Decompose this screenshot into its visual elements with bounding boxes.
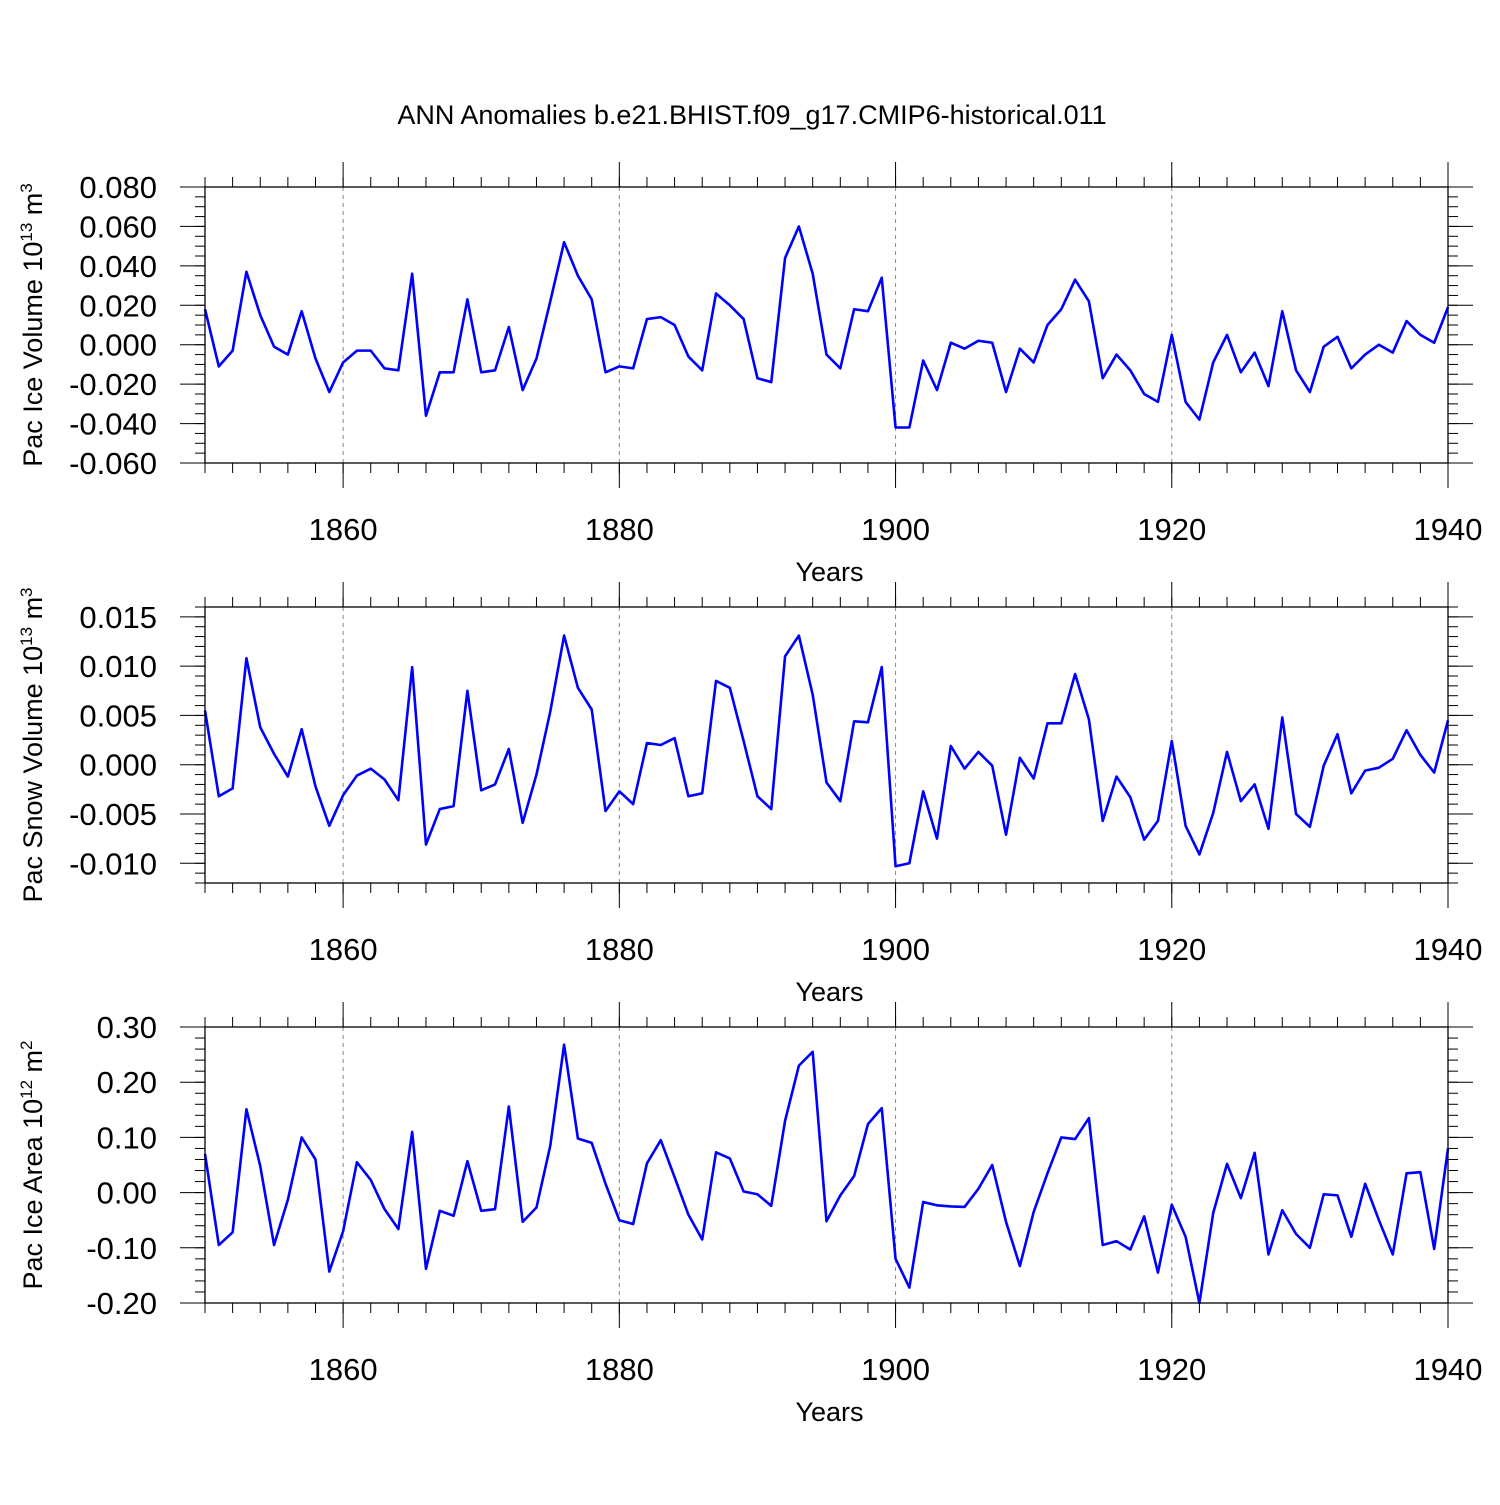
x-tick-label: 1920 xyxy=(1137,1352,1206,1387)
y-tick-label: 0.015 xyxy=(79,600,157,635)
y-tick-label: -0.010 xyxy=(69,846,157,881)
x-tick-label: 1860 xyxy=(309,512,378,547)
y-tick-label: -0.040 xyxy=(69,407,157,442)
x-axis-label: Years xyxy=(795,557,863,587)
y-tick-label: -0.060 xyxy=(69,446,157,481)
y-tick-label: 0.000 xyxy=(79,748,157,783)
x-tick-label: 1940 xyxy=(1414,512,1483,547)
y-axis-label-unit-exponent: 3 xyxy=(17,587,36,596)
x-tick-label: 1900 xyxy=(861,932,930,967)
plot-frame xyxy=(204,606,1449,884)
x-axis-label: Years xyxy=(795,1397,863,1427)
plot-frame xyxy=(204,186,1449,464)
y-axis-label-unit-exponent: 3 xyxy=(17,183,36,192)
y-tick-label: 0.20 xyxy=(97,1065,157,1100)
y-axis-label-exponent: 13 xyxy=(17,223,36,242)
x-tick-label: 1880 xyxy=(585,512,654,547)
series-line xyxy=(203,225,1450,429)
y-tick-label: 0.000 xyxy=(79,328,157,363)
x-tick-label: 1920 xyxy=(1137,512,1206,547)
y-tick-label: 0.00 xyxy=(97,1176,157,1211)
y-axis-label-exponent: 12 xyxy=(17,1080,36,1099)
y-tick-label: 0.30 xyxy=(97,1010,157,1045)
y-axis-label: Pac Ice Volume 1013 m3 xyxy=(17,183,48,467)
y-axis-label-text: Pac Ice Area 10 xyxy=(18,1099,48,1290)
panel-3: -0.20 -0.10 0.00 0.10 0.20 0.30 1860 1880 1900 19… xyxy=(17,1002,1482,1427)
panel-2: -0.010 -0.005 0.000 0.005 0.010 0.015 1860 1880… xyxy=(17,582,1482,1007)
y-tick-label: 0.040 xyxy=(79,249,157,284)
y-axis-label: Pac Ice Area 1012 m2 xyxy=(17,1040,48,1289)
x-tick-label: 1940 xyxy=(1414,1352,1483,1387)
y-tick-label: 0.080 xyxy=(79,170,157,205)
y-tick-label: 0.060 xyxy=(79,209,157,244)
x-tick-label: 1880 xyxy=(585,932,654,967)
y-tick-label: -0.20 xyxy=(86,1286,157,1321)
x-tick-label: 1920 xyxy=(1137,932,1206,967)
y-axis-label-text: Pac Snow Volume 10 xyxy=(18,646,48,903)
x-tick-label: 1900 xyxy=(861,512,930,547)
x-axis-label: Years xyxy=(795,977,863,1007)
y-axis-label-unit: m xyxy=(18,193,48,223)
y-axis-label-exponent: 13 xyxy=(17,627,36,646)
y-tick-label: 0.10 xyxy=(97,1120,157,1155)
x-tick-label: 1860 xyxy=(309,932,378,967)
x-tick-label: 1860 xyxy=(309,1352,378,1387)
series-line xyxy=(203,1043,1450,1305)
y-axis-label-unit-exponent: 2 xyxy=(17,1040,36,1049)
x-tick-label: 1900 xyxy=(861,1352,930,1387)
y-axis-label: Pac Snow Volume 1013 m3 xyxy=(17,587,48,902)
plot-frame xyxy=(204,1026,1449,1304)
y-tick-label: 0.010 xyxy=(79,649,157,684)
y-tick-label: -0.020 xyxy=(69,367,157,402)
x-tick-label: 1940 xyxy=(1414,932,1483,967)
y-tick-label: 0.020 xyxy=(79,288,157,323)
x-tick-label: 1880 xyxy=(585,1352,654,1387)
y-tick-label: -0.005 xyxy=(69,797,157,832)
y-axis-label-text: Pac Ice Volume 10 xyxy=(18,242,48,467)
panel-1: -0.060 -0.040 -0.020 0.000 0.020 0.040 0.060 0.… xyxy=(17,162,1482,587)
y-tick-label: 0.005 xyxy=(79,698,157,733)
y-axis-label-unit: m xyxy=(18,1050,48,1080)
y-axis-label-unit: m xyxy=(18,597,48,627)
y-tick-label: -0.10 xyxy=(86,1231,157,1266)
series-line xyxy=(203,634,1450,868)
figure-title: ANN Anomalies b.e21.BHIST.f09_g17.CMIP6-… xyxy=(397,100,1106,130)
